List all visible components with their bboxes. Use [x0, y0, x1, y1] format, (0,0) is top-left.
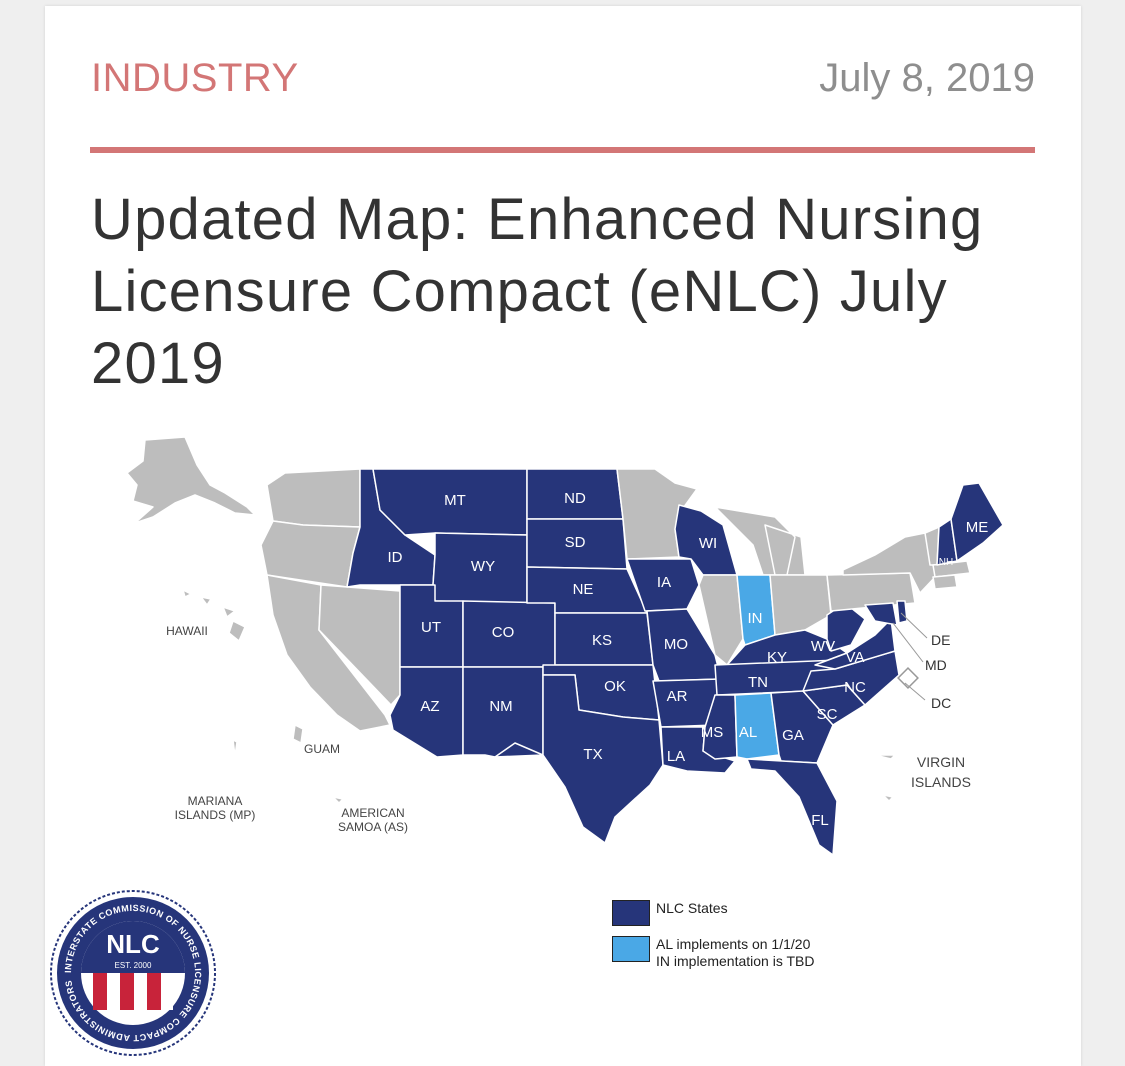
- label-id: ID: [388, 549, 403, 566]
- nlc-seal-logo: INTERSTATE COMMISSION OF NURSE LICENSURE…: [50, 890, 216, 1056]
- label-sc: SC: [817, 706, 838, 723]
- seal-est: EST. 2000: [115, 961, 152, 970]
- legend-swatch-nlc: [612, 900, 650, 926]
- state-ia: [626, 558, 700, 612]
- label-va: VA: [846, 649, 865, 666]
- label-ut: UT: [421, 619, 441, 636]
- label-tn: TN: [748, 674, 768, 691]
- legend-label-pending: AL implements on 1/1/20 IN implementatio…: [656, 936, 814, 970]
- label-samoa-2: SAMOA (AS): [338, 820, 408, 834]
- seal-abbr: NLC: [106, 929, 160, 959]
- label-wi: WI: [699, 535, 717, 552]
- state-tx: [494, 674, 664, 844]
- label-wv: WV: [811, 638, 835, 655]
- label-ne: NE: [573, 581, 594, 598]
- state-ma: [932, 560, 971, 578]
- territory-virgin: [874, 754, 896, 802]
- territory-guam: [292, 724, 304, 744]
- legend-swatch-pending: [612, 936, 650, 962]
- label-ok: OK: [604, 678, 626, 695]
- label-ms: MS: [701, 724, 724, 741]
- category-link[interactable]: INDUSTRY: [91, 56, 299, 100]
- publish-date: July 8, 2019: [819, 56, 1035, 100]
- state-nv: [318, 584, 401, 706]
- label-fl: FL: [811, 812, 829, 829]
- territory-samoa: [332, 796, 344, 804]
- state-ct: [932, 574, 958, 590]
- label-nm: NM: [489, 698, 512, 715]
- label-guam: GUAM: [304, 742, 340, 756]
- article-title: Updated Map: Enhanced Nursing Licensure …: [91, 187, 984, 396]
- label-wy: WY: [471, 558, 495, 575]
- legend-pending-line2: IN implementation is TBD: [656, 953, 815, 969]
- label-md: MD: [925, 657, 947, 673]
- label-ia: IA: [657, 574, 671, 591]
- label-samoa-1: AMERICAN: [341, 806, 404, 820]
- label-sd: SD: [565, 534, 586, 551]
- state-wa: [266, 468, 361, 528]
- state-me: [950, 482, 1004, 562]
- label-ga: GA: [782, 727, 804, 744]
- label-la: LA: [667, 748, 685, 765]
- state-fl: [746, 758, 838, 856]
- state-de: [896, 600, 908, 624]
- label-ks: KS: [592, 632, 612, 649]
- label-ky: KY: [767, 649, 787, 666]
- legend-pending-line1: AL implements on 1/1/20: [656, 936, 811, 952]
- legend-row-nlc: NLC States: [612, 900, 814, 926]
- state-nc: [802, 650, 900, 706]
- label-al: AL: [739, 724, 757, 741]
- legend-row-pending: AL implements on 1/1/20 IN implementatio…: [612, 936, 814, 970]
- header-divider: [90, 147, 1035, 153]
- map-legend: NLC States AL implements on 1/1/20 IN im…: [612, 900, 814, 980]
- label-virgin-2: ISLANDS: [911, 774, 971, 790]
- state-oh: [769, 574, 832, 636]
- label-mt: MT: [444, 492, 466, 509]
- state-ak: [126, 436, 256, 524]
- territory-mariana: [232, 739, 238, 757]
- label-nh: NH: [939, 557, 953, 568]
- label-mo: MO: [664, 636, 688, 653]
- label-hawaii: HAWAII: [166, 624, 208, 638]
- label-dc: DC: [931, 695, 951, 711]
- label-co: CO: [492, 624, 515, 641]
- label-de: DE: [931, 632, 950, 648]
- label-tx: TX: [583, 746, 602, 763]
- dc-marker: [892, 612, 928, 701]
- label-az: AZ: [420, 698, 439, 715]
- label-mariana-2: ISLANDS (MP): [175, 808, 256, 822]
- label-mariana-1: MARIANA: [188, 794, 243, 808]
- label-virgin-1: VIRGIN: [917, 754, 965, 770]
- label-nc: NC: [844, 679, 866, 696]
- nlc-map: MT ND SD ID WY NE UT CO KS AZ NM OK TX I…: [126, 436, 1004, 856]
- label-nd: ND: [564, 490, 586, 507]
- territory-hawaii: [182, 589, 246, 642]
- state-al: [734, 692, 780, 760]
- label-in: IN: [748, 610, 763, 627]
- legend-label-nlc: NLC States: [656, 900, 728, 916]
- label-me: ME: [966, 519, 989, 536]
- state-md: [864, 602, 898, 626]
- label-ar: AR: [667, 688, 688, 705]
